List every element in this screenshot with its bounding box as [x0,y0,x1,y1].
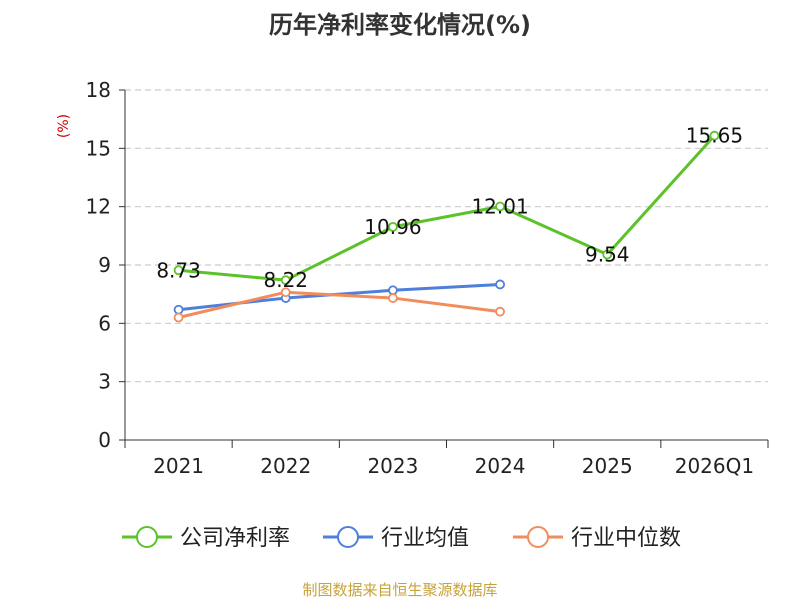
y-axis-label: (%) [56,114,72,138]
data-label: 15.65 [686,124,743,148]
data-point [280,275,291,286]
series-line [178,290,501,319]
series-line [178,134,716,282]
data-point [173,265,184,276]
data-label: 9.54 [585,243,630,267]
data-point [495,306,505,317]
y-tick-label: 12 [86,195,111,219]
legend-swatch-marker [527,526,549,548]
data-point [173,312,184,323]
axes: 0 3 6 9 12 15 18 2021 2022 2023 2024 2025 2026Q1 [86,78,769,478]
x-tick-label: 2026Q1 [675,454,754,478]
source-note: 制图数据来自恒生聚源数据库 [302,581,497,599]
data-label: 10.96 [364,215,421,239]
legend-label: 公司净利率 [180,526,290,551]
data-point [602,249,613,260]
y-tick-label: 0 [98,428,111,452]
chart-title: 历年净利率变化情况(%) [269,11,531,39]
x-tick-label: 2024 [475,454,526,478]
y-tick-label: 6 [98,311,111,335]
data-label: 8.73 [156,258,201,282]
x-tick-label: 2025 [582,454,633,478]
legend-label: 行业中位数 [571,526,681,551]
data-point [173,304,184,315]
legend-label: 行业均值 [381,526,469,551]
y-tick-label: 18 [86,78,111,102]
data-labels: 8.73 8.22 10.96 12.01 9.54 15.65 [156,124,743,292]
gridlines [125,89,768,383]
x-tick-label: 2021 [153,454,204,478]
data-label: 8.22 [263,268,308,292]
y-tick-label: 3 [98,370,111,394]
legend-swatch-marker [337,526,359,548]
data-point [388,293,398,303]
data-point [388,221,398,232]
data-label: 12.01 [471,194,528,218]
x-tick-label: 2022 [260,454,311,478]
legend: 公司净利率 行业均值 行业中位数 [122,526,681,551]
y-tick-label: 15 [86,136,111,160]
legend-swatch-marker [136,526,158,548]
y-tick-label: 9 [98,253,111,277]
x-tick-label: 2023 [367,454,418,478]
data-point [495,201,505,212]
series-lines [173,130,720,323]
data-point [709,130,720,141]
data-point [388,285,398,296]
data-point [495,279,505,290]
data-point [280,287,291,298]
